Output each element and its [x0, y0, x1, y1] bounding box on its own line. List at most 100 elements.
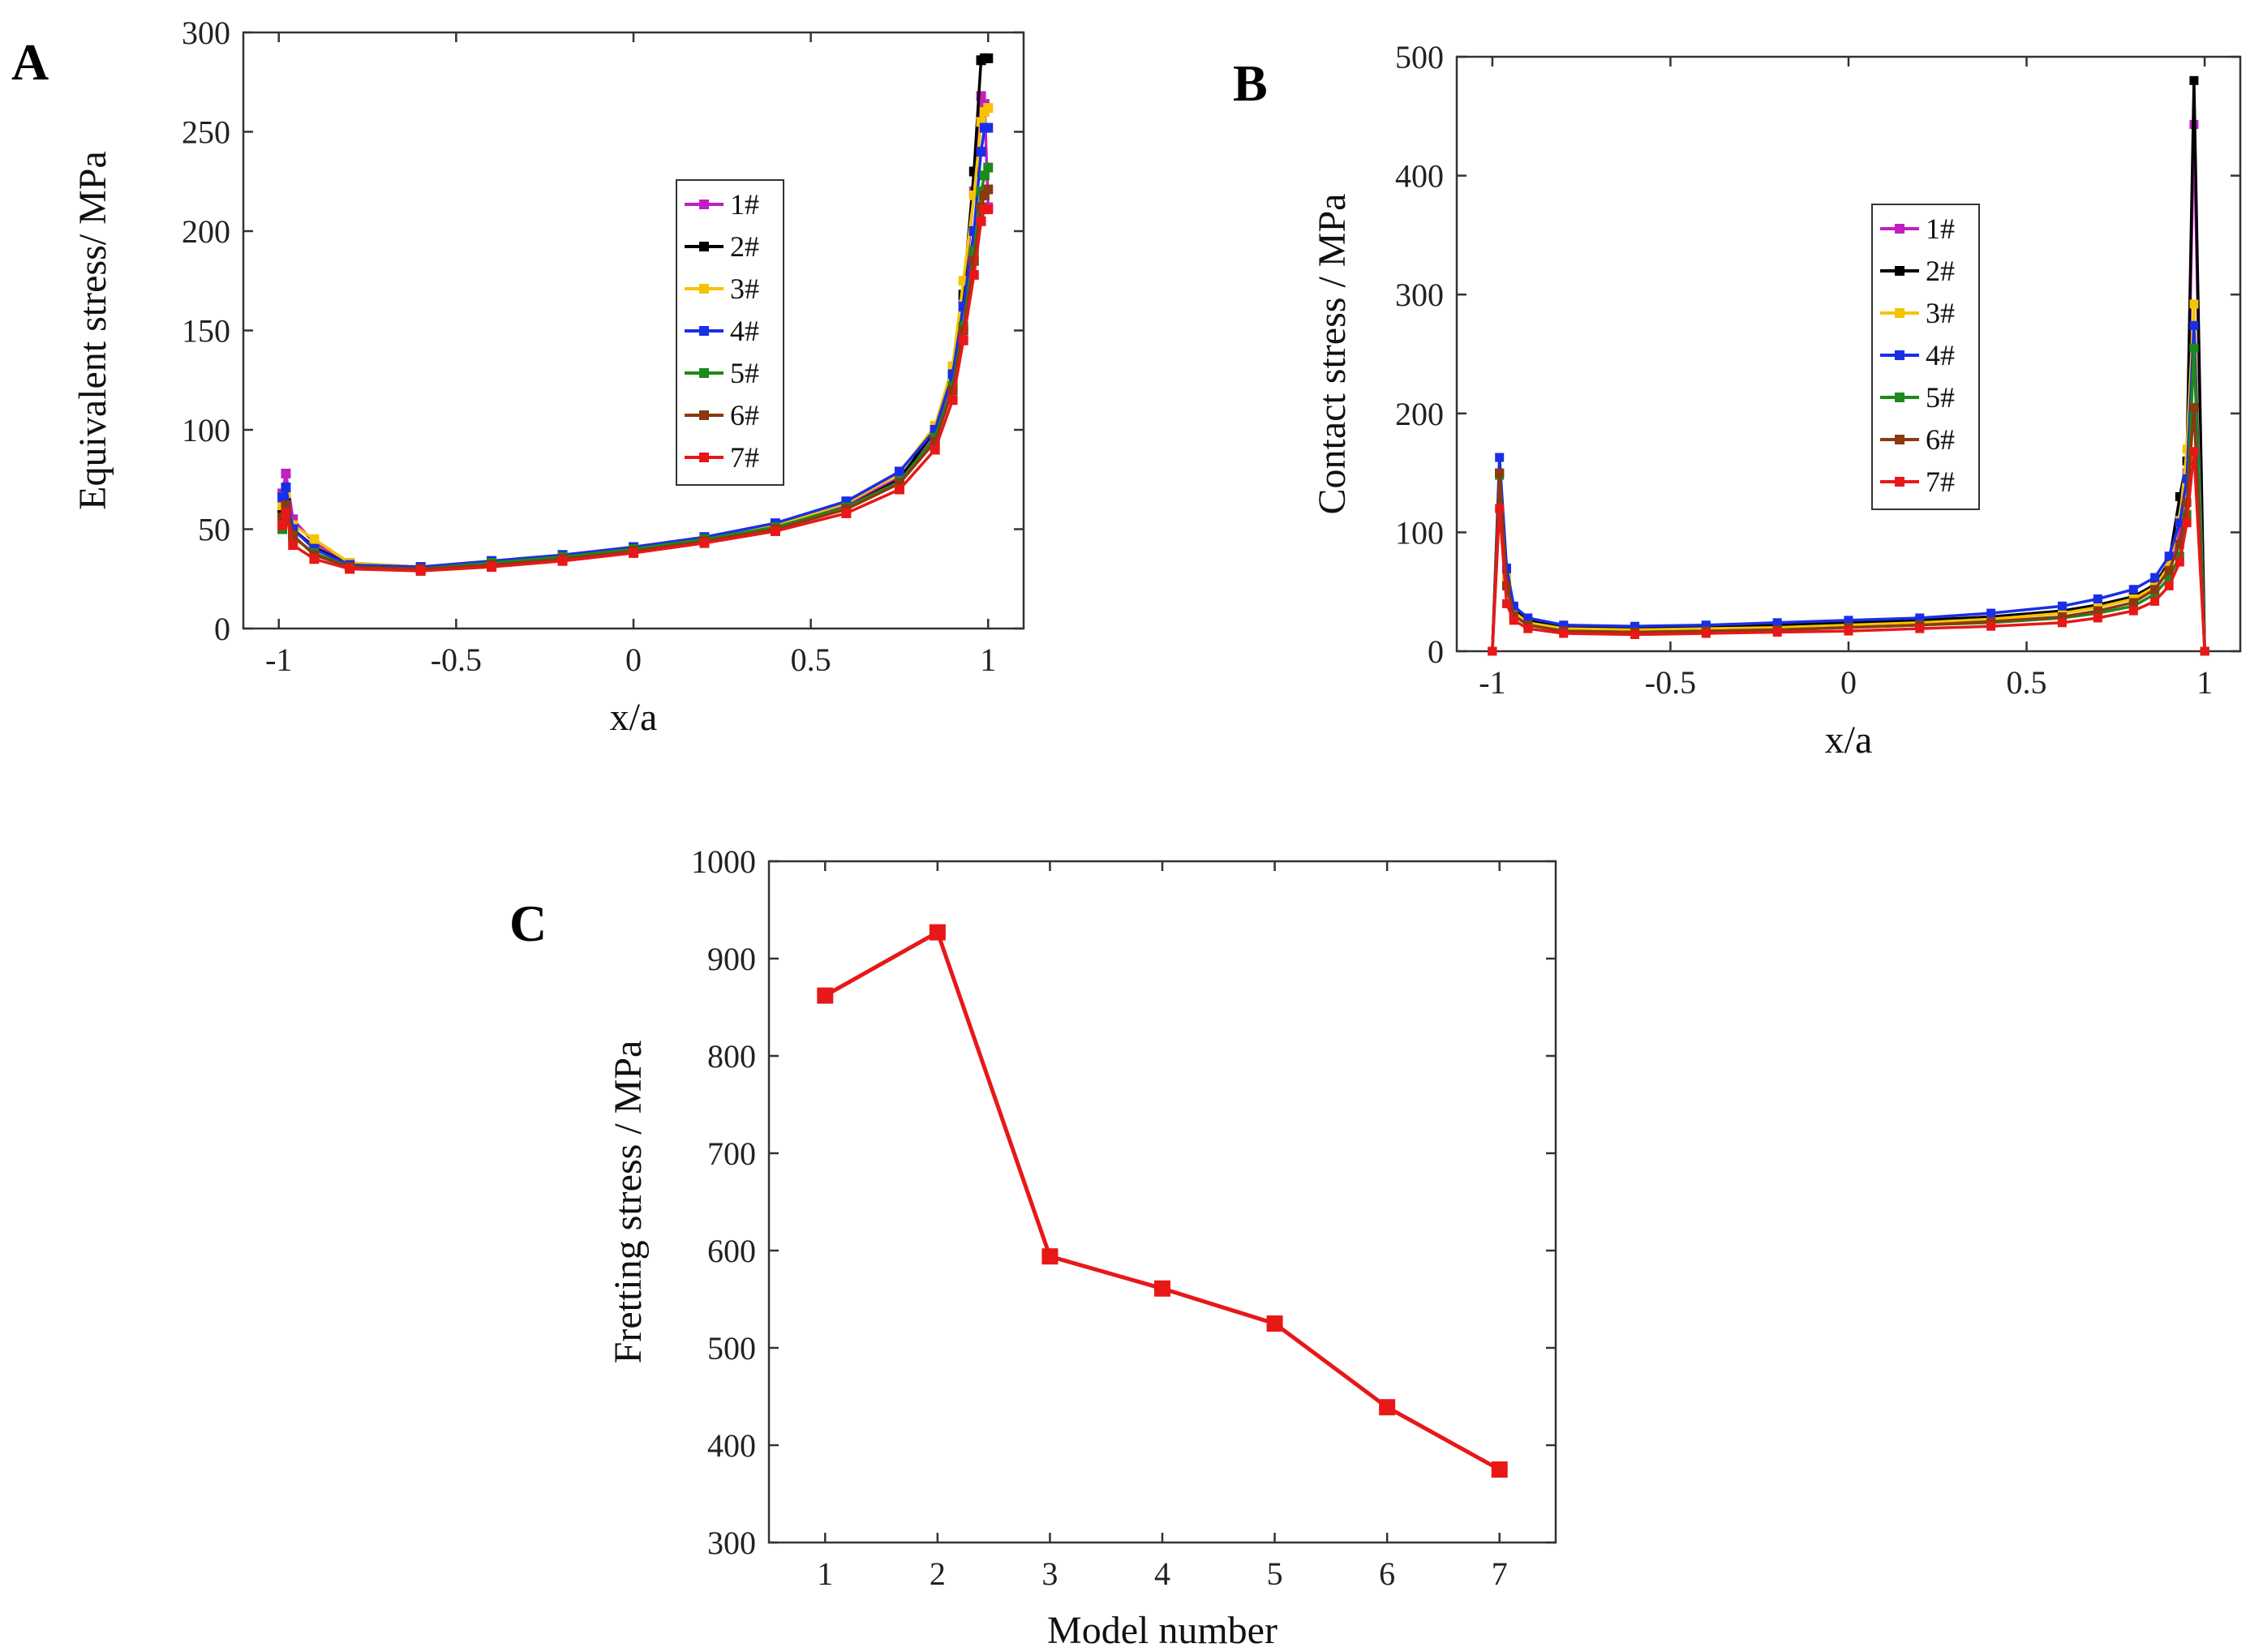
- y-axis-title: Contact stress / MPa: [1311, 194, 1354, 515]
- y-tick-label: 200: [1395, 396, 1444, 432]
- data-point-marker: [2164, 560, 2174, 570]
- x-tick-label: -1: [1479, 664, 1505, 701]
- plot-frame: [767, 860, 1557, 1544]
- data-point-marker: [894, 484, 904, 495]
- data-point-marker: [929, 924, 946, 941]
- series-line: [281, 166, 990, 571]
- data-point-marker: [309, 534, 320, 544]
- legend-swatch-marker: [1895, 308, 1904, 318]
- data-point-marker: [281, 468, 291, 478]
- data-point-marker: [2175, 557, 2184, 567]
- series-line: [1491, 124, 2206, 652]
- data-point-marker: [1701, 620, 1711, 630]
- data-point-marker: [1501, 599, 1511, 608]
- data-point-marker: [1915, 624, 1925, 633]
- legend-entry-label: 2#: [730, 230, 759, 263]
- y-tick-label: 300: [1395, 277, 1444, 313]
- data-point-marker: [1495, 504, 1505, 513]
- data-point-marker: [2057, 601, 2067, 611]
- y-tick-label: 50: [198, 512, 230, 548]
- data-point-marker: [277, 520, 288, 530]
- series-7: [277, 204, 994, 576]
- data-point-marker: [1523, 613, 1533, 623]
- data-point-marker: [894, 466, 904, 477]
- y-tick-label: 150: [182, 313, 230, 350]
- data-point-marker: [2093, 613, 2102, 623]
- data-point-marker: [2164, 581, 2174, 590]
- y-tick-label: 700: [707, 1135, 756, 1172]
- data-point-marker: [2128, 585, 2138, 594]
- x-tick-label: 7: [1492, 1555, 1508, 1592]
- legend-entry-label: 6#: [730, 399, 759, 431]
- data-point-marker: [976, 147, 986, 157]
- data-point-marker: [2189, 343, 2199, 353]
- data-point-marker: [817, 987, 834, 1004]
- series-3: [277, 103, 994, 573]
- data-point-marker: [2093, 594, 2102, 603]
- legend-swatch-marker: [1895, 393, 1904, 402]
- data-point-marker: [699, 538, 710, 548]
- legend-swatch-marker: [1895, 435, 1904, 444]
- data-point-marker: [983, 204, 994, 215]
- x-tick-label: 1: [2196, 664, 2213, 701]
- data-point-marker: [976, 216, 986, 226]
- y-tick-label: 400: [707, 1427, 756, 1464]
- series-line: [281, 188, 990, 571]
- legend-swatch-marker: [699, 368, 709, 378]
- x-tick-label: 1: [980, 641, 996, 678]
- data-point-marker: [2182, 474, 2192, 483]
- legend-entry-label: 6#: [1926, 423, 1955, 456]
- data-point-marker: [1630, 629, 1640, 639]
- legend-entry-label: 7#: [730, 441, 759, 474]
- x-tick-label: 2: [930, 1555, 946, 1592]
- x-tick-label: 1: [817, 1555, 833, 1592]
- data-point-marker: [1559, 620, 1569, 630]
- series-7: [1488, 447, 2209, 656]
- data-point-marker: [1266, 1315, 1283, 1332]
- data-point-marker: [2150, 590, 2160, 599]
- x-tick-label: 0: [625, 641, 642, 678]
- data-point-marker: [281, 508, 291, 518]
- data-point-marker: [1772, 628, 1782, 637]
- data-point-marker: [1491, 1461, 1508, 1478]
- x-tick-label: 6: [1379, 1555, 1395, 1592]
- series-line: [281, 208, 989, 573]
- x-tick-label: -0.5: [431, 641, 482, 678]
- chart-c-fretting-stress: 300 400 500 600 700 800 900 1000 1 2 3 4 5 6 7 Model nu…: [607, 843, 1557, 1652]
- series-line: [824, 929, 1501, 1472]
- data-point-marker: [1509, 616, 1518, 625]
- data-point-marker: [288, 540, 298, 551]
- data-point-marker: [1509, 611, 1518, 620]
- x-tick-label: 0: [1840, 664, 1857, 701]
- data-point-marker: [2189, 447, 2199, 457]
- data-point-marker: [958, 335, 968, 345]
- series-line: [281, 126, 989, 569]
- legend-swatch-marker: [699, 453, 709, 462]
- data-point-marker: [277, 492, 288, 503]
- data-point-marker: [345, 564, 355, 574]
- y-tick-label: 900: [707, 941, 756, 977]
- y-tick-label: 200: [182, 213, 230, 250]
- x-tick-label: 5: [1267, 1555, 1283, 1592]
- data-point-marker: [2057, 618, 2067, 628]
- x-axis-title: x/a: [1825, 719, 1873, 762]
- y-tick-label: 1000: [691, 843, 756, 880]
- data-point-marker: [2200, 646, 2209, 656]
- panel-letter-b: B: [1233, 54, 1268, 112]
- data-point-marker: [2189, 75, 2199, 85]
- data-point-marker: [2150, 596, 2160, 606]
- legend-entry-label: 4#: [730, 315, 759, 347]
- legend-entry-label: 1#: [730, 188, 759, 221]
- series-4: [277, 122, 994, 573]
- y-axis-title: Fretting stress / MPa: [607, 1041, 650, 1364]
- data-point-marker: [2164, 573, 2174, 582]
- y-tick-label: 400: [1395, 158, 1444, 195]
- data-point-marker: [1986, 616, 1996, 626]
- data-point-marker: [2175, 518, 2184, 528]
- data-point-marker: [1041, 1248, 1058, 1265]
- data-point-marker: [1701, 629, 1711, 638]
- legend-entry-label: 1#: [1926, 212, 1955, 245]
- x-tick-label: 0.5: [791, 641, 831, 678]
- data-point-marker: [2189, 299, 2199, 309]
- data-point-marker: [983, 53, 994, 63]
